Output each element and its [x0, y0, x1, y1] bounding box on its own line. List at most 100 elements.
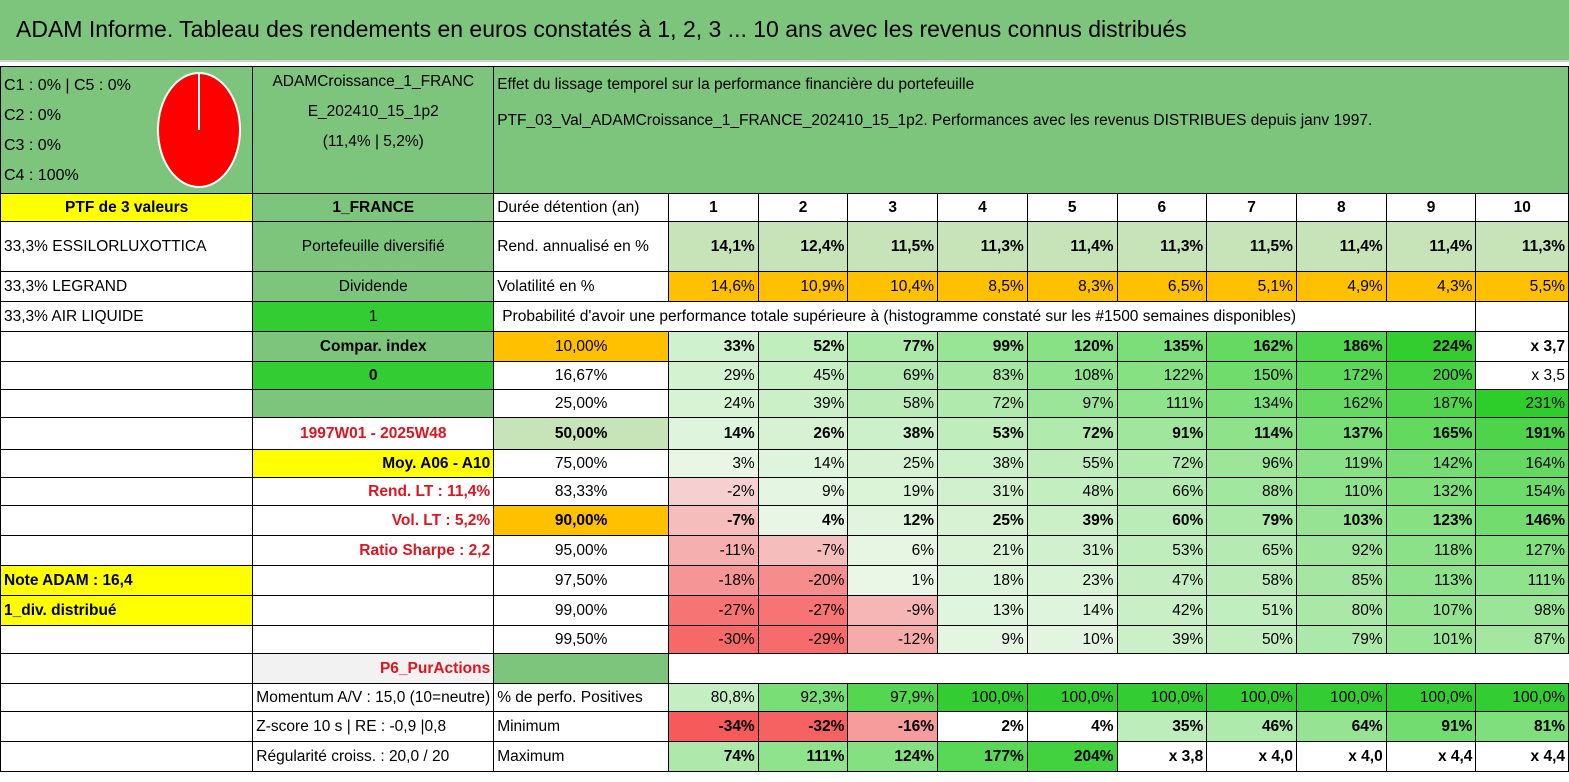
- positives-value: 100,0%: [937, 683, 1028, 712]
- probability-level: 25,00%: [493, 389, 670, 418]
- probability-value: 48%: [1026, 477, 1118, 506]
- probability-value: 6%: [847, 535, 939, 566]
- probability-value: 14%: [1026, 595, 1118, 626]
- rend-value: 11,5%: [847, 221, 939, 272]
- probability-value: 134%: [1206, 389, 1297, 418]
- probability-value: 123%: [1385, 505, 1477, 536]
- left-cell: [0, 477, 254, 506]
- holding-label: 33,3% LEGRAND: [0, 271, 254, 302]
- probability-value: 26%: [757, 417, 849, 450]
- positives-value: 97,9%: [847, 683, 939, 712]
- probability-value: 66%: [1116, 477, 1208, 506]
- indicator-cell: [252, 389, 495, 418]
- probability-value: 55%: [1026, 449, 1118, 478]
- probability-value: 38%: [937, 449, 1028, 478]
- probability-value: 200%: [1385, 361, 1477, 390]
- left-cell: [0, 417, 254, 450]
- rend-label: Rend. annualisé en %: [493, 221, 670, 272]
- probability-value: 187%: [1385, 389, 1477, 418]
- vol-value: 8,3%: [1026, 271, 1118, 302]
- positives-value: 100,0%: [1475, 683, 1569, 712]
- vol-row: 33,3% LEGRAND Dividende Volatilité en % 14,…: [0, 271, 1569, 302]
- probability-value: 47%: [1116, 565, 1208, 596]
- left-cell: [0, 535, 254, 566]
- indicator-cell: 0: [252, 361, 495, 390]
- year-header: 3: [847, 193, 939, 222]
- empty-cell: [493, 653, 670, 684]
- probability-value: 92%: [1295, 535, 1387, 566]
- proba-title-row: 33,3% AIR LIQUIDE 1 Probabilité d'avoir un…: [0, 301, 1569, 332]
- composition-cell: C1 : 0% | C5 : 0% C2 : 0% C3 : 0% C4 : 1…: [0, 66, 254, 194]
- proba-row: Ratio Sharpe : 2,2 95,00% -11% -7% 6% 21% 31% 5…: [0, 535, 1569, 566]
- probability-value: 162%: [1206, 331, 1297, 362]
- vol-value: 5,1%: [1206, 271, 1297, 302]
- probability-value: 154%: [1475, 477, 1569, 506]
- probability-value: 186%: [1295, 331, 1387, 362]
- minimum-value: 46%: [1206, 711, 1297, 742]
- left-cell: [0, 505, 254, 536]
- probability-value: 3%: [668, 449, 759, 478]
- positives-value: 100,0%: [1026, 683, 1118, 712]
- probability-value: 52%: [757, 331, 849, 362]
- maximum-value: x 4,0: [1295, 741, 1387, 772]
- probability-value: 77%: [847, 331, 939, 362]
- adam-note: Note ADAM : 16,4: [0, 565, 254, 596]
- momentum-label: Momentum A/V : 15,0 (10=neutre): [252, 683, 495, 712]
- maximum-value: 177%: [937, 741, 1028, 772]
- probability-value: 25%: [937, 505, 1028, 536]
- proba-title: Probabilité d'avoir une performance tota…: [493, 301, 1476, 332]
- dividend-distributed: 1_div. distribué: [0, 595, 254, 626]
- probability-value: -30%: [668, 625, 759, 654]
- year-header: 4: [937, 193, 1028, 222]
- rend-value: 11,4%: [1026, 221, 1118, 272]
- left-cell: [0, 711, 254, 742]
- empty-cell: [668, 653, 1569, 684]
- composition-line: C1 : 0% | C5 : 0%: [4, 77, 131, 94]
- vol-label: Volatilité en %: [493, 271, 670, 302]
- year-header: 7: [1206, 193, 1297, 222]
- probability-value: 146%: [1475, 505, 1569, 536]
- probability-value: 9%: [937, 625, 1028, 654]
- probability-value: -29%: [757, 625, 849, 654]
- left-cell: [0, 625, 254, 654]
- probability-value: 39%: [757, 389, 849, 418]
- probability-level: 99,00%: [493, 595, 670, 626]
- composition-line: C4 : 100%: [4, 167, 79, 184]
- fund-name-line: E_202410_15_1p2: [307, 103, 439, 120]
- proba-row: 1997W01 - 2025W48 50,00% 14% 26% 38% 53% 72% 91…: [0, 417, 1569, 450]
- probability-value: -27%: [757, 595, 849, 626]
- indicator-cell: [252, 565, 495, 596]
- rend-value: 12,4%: [757, 221, 849, 272]
- probability-value: 224%: [1385, 331, 1477, 362]
- proba-row: Note ADAM : 16,4 97,50% -18% -20% 1% 18% 23% 47…: [0, 565, 1569, 596]
- probability-value: 101%: [1385, 625, 1477, 654]
- probability-value: 33%: [668, 331, 759, 362]
- rend-row: 33,3% ESSILORLUXOTTICA Portefeuille diver…: [0, 221, 1569, 272]
- zone-label: 1_FRANCE: [252, 193, 495, 222]
- probability-level: 50,00%: [493, 417, 670, 450]
- probability-level: 95,00%: [493, 535, 670, 566]
- probability-value: 87%: [1475, 625, 1569, 654]
- probability-value: 85%: [1295, 565, 1387, 596]
- probability-value: 13%: [937, 595, 1028, 626]
- probability-value: -27%: [668, 595, 759, 626]
- left-cell: [0, 653, 254, 684]
- portfolio-count: PTF de 3 valeurs: [0, 193, 254, 222]
- minimum-value: 64%: [1295, 711, 1387, 742]
- probability-value: 79%: [1295, 625, 1387, 654]
- probability-value: 80%: [1295, 595, 1387, 626]
- dividend-value: 1: [252, 301, 495, 332]
- probability-value: 23%: [1026, 565, 1118, 596]
- probability-value: 4%: [757, 505, 849, 536]
- probability-value: 111%: [1116, 389, 1208, 418]
- probability-value: 45%: [757, 361, 849, 390]
- probability-value: 25%: [847, 449, 939, 478]
- rend-value: 11,3%: [1116, 221, 1208, 272]
- holding-label: 33,3% ESSILORLUXOTTICA: [0, 221, 254, 272]
- minimum-value: 35%: [1116, 711, 1208, 742]
- maximum-value: x 3,8: [1116, 741, 1208, 772]
- left-cell: [0, 683, 254, 712]
- probability-value: 107%: [1385, 595, 1477, 626]
- minimum-value: 2%: [937, 711, 1028, 742]
- positives-value: 100,0%: [1385, 683, 1477, 712]
